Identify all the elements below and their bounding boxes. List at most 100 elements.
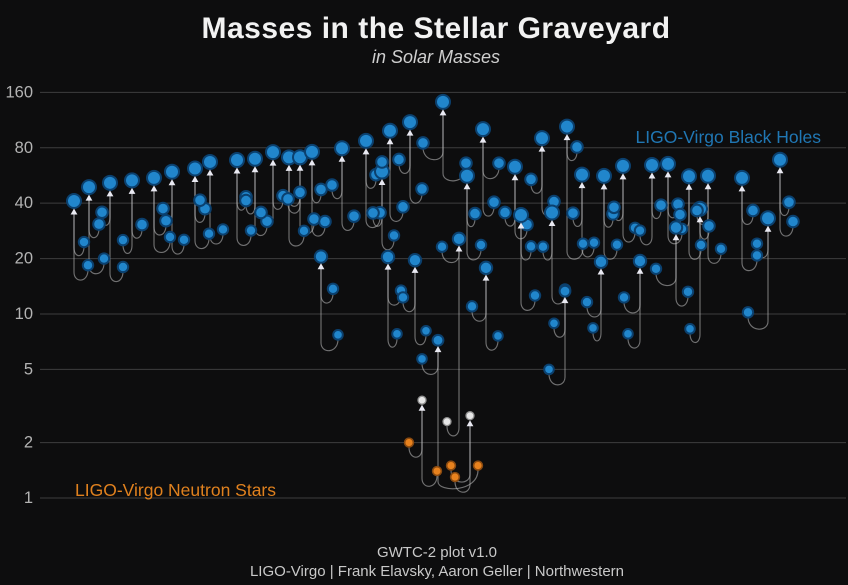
merger-arrowhead [308,159,316,166]
final-mass-dot-bh [478,260,494,276]
merger-arrowhead [128,187,136,194]
merger-arrowhead [233,167,241,174]
component-mass-dot-bh [156,201,170,216]
component-mass-dot-bh [570,140,584,154]
component-mass-dot-bh [375,155,389,169]
final-mass-dot-bh [772,151,788,168]
merger-arrowhead [455,245,463,252]
legend-black-holes: LIGO-Virgo Black Holes [636,127,822,147]
component-mass-dot-bh [216,223,230,236]
merger-curve [398,132,411,174]
merger-curve [520,224,536,311]
merger-curve [592,271,602,342]
component-mass-dot-bh [528,289,542,302]
final-mass-dot-bh [596,167,612,184]
component-mass-dot-bh [498,205,512,220]
merger-curve [414,270,427,346]
component-mass-dot-bh [391,328,403,340]
merger-arrowhead [600,183,608,190]
merger-arrowhead [418,404,426,411]
merger-curve [651,174,662,220]
component-mass-dot-bh [387,229,401,242]
final-mass-dot-bh [734,169,750,186]
merger-arrowhead [285,164,293,171]
merger-curve [622,175,636,243]
component-mass-dot-bh [314,182,328,197]
component-mass-dot-bh [416,136,430,150]
component-mass-dot-bh [543,363,555,376]
final-mass-dot-bh [544,204,560,221]
footer-credits: LIGO-Virgo | Frank Elavsky, Aaron Geller… [249,563,625,580]
final-mass-dot-bh [431,333,445,347]
merger-arrowhead [317,263,325,270]
component-mass-dot-bh [465,300,479,313]
merger-curve [675,237,689,307]
final-mass-dot-bh [632,253,648,269]
component-mass-dot-bh [492,156,506,170]
merger-curve [572,184,583,228]
merger-arrowhead [738,185,746,192]
component-mass-dot-bh [741,306,755,319]
final-mass-dot-bh [700,167,716,184]
merger-curve [639,174,653,246]
final-mass-dot-bh [559,118,575,135]
component-mass-dot-bh [416,353,428,365]
merger-curve [73,210,85,257]
component-mass-dot-bh [782,195,796,209]
final-mass-dot-bh [187,160,203,177]
component-mass-dot-bh [202,227,216,240]
component-mass-dot-bh [135,217,149,232]
component-mass-dot-bh [548,317,560,330]
event-dots [66,93,800,483]
footer-version: GWTC-2 plot v1.0 [376,544,498,561]
merger-arrowhead [386,138,394,145]
merger-arrowhead [578,182,586,189]
merger-arrowhead [776,167,784,174]
y-tick-label: 10 [15,305,33,323]
final-mass-dot-bh [681,168,697,185]
component-mass-dot-bh [524,240,538,253]
component-mass-dot-bh [690,203,704,218]
component-mass-dot-bh [326,282,340,296]
merger-curve [655,237,677,287]
final-mass-dot-bh [164,163,180,180]
y-tick-label: 160 [5,83,33,101]
event-curves [73,111,794,493]
merger-curve [471,277,487,322]
merger-arrowhead [85,194,93,201]
merger-curve [437,350,479,490]
merger-curve [389,140,404,222]
component-mass-dot-bh [318,214,332,229]
merger-arrowhead [384,263,392,270]
component-mass-dot-bh [77,235,91,249]
merger-arrowhead [479,136,487,143]
final-mass-dot-bh [146,169,162,186]
final-mass-dot-bh [615,157,631,174]
component-mass-dot-bh [566,206,580,220]
merger-arrowhead [411,266,419,273]
merger-curve [603,185,618,260]
merger-arrowhead [466,420,474,427]
component-mass-dot-bh [239,193,253,208]
component-mass-dot-ns [445,460,457,471]
merger-curve [288,167,305,247]
merger-arrowhead [672,234,680,241]
footer: GWTC-2 plot v1.0 LIGO-Virgo | Frank Elav… [13,543,848,581]
component-mass-dot-bh [396,200,410,214]
final-mass-dot-bh [451,231,467,247]
merger-arrowhead [685,183,693,190]
merger-curve [454,425,471,493]
final-mass-dot-bh [574,166,590,183]
final-mass-dot-bh [382,122,398,139]
merger-curve [482,139,495,217]
merger-curve [466,185,476,228]
component-mass-dot-bh [617,291,631,304]
y-tick-label: 20 [15,250,33,268]
merger-curve [667,173,683,245]
merger-curve [741,187,758,272]
component-mass-dot-bh [524,172,538,187]
component-mass-dot-bh [536,240,550,253]
merger-curve [171,181,185,255]
component-mass-dot-bh [293,185,307,200]
component-mass-dot-bh [673,207,687,222]
